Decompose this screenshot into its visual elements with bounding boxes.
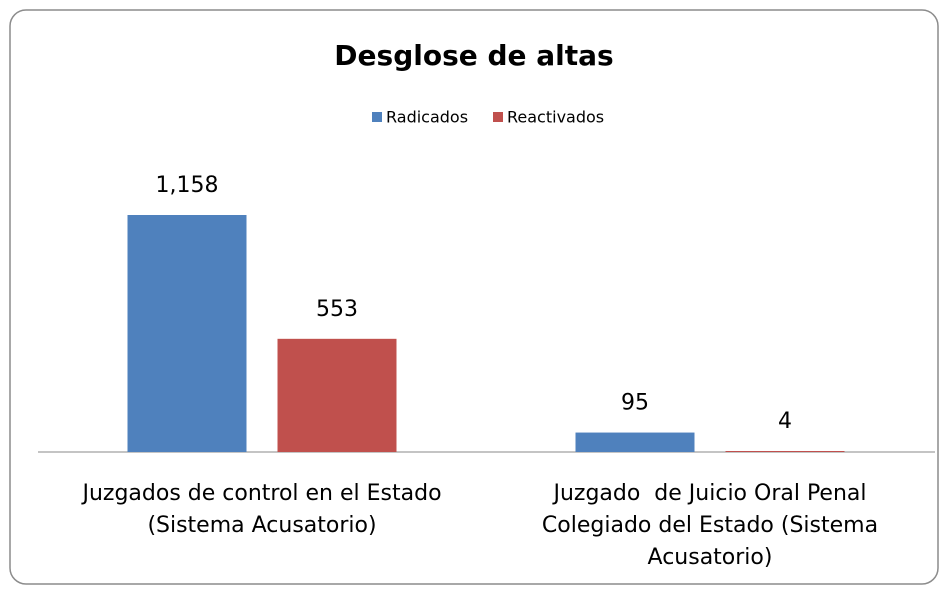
data-label: 4 [778, 409, 792, 434]
bar [575, 432, 695, 452]
data-label: 553 [316, 297, 358, 322]
data-label: 95 [621, 391, 649, 416]
bar [277, 338, 397, 452]
bar [725, 451, 845, 452]
legend-label: Radicados [386, 108, 468, 127]
bar [127, 215, 247, 452]
x-tick-label: Juzgado de Juicio Oral Penal Colegiado d… [541, 481, 886, 570]
x-tick-label: Juzgados de control en el Estado (Sistem… [82, 481, 449, 538]
legend-swatch [372, 112, 382, 122]
legend-label: Reactivados [507, 108, 604, 127]
chart-title: Desglose de altas [334, 39, 613, 72]
data-label: 1,158 [156, 173, 219, 198]
legend-swatch [493, 112, 503, 122]
